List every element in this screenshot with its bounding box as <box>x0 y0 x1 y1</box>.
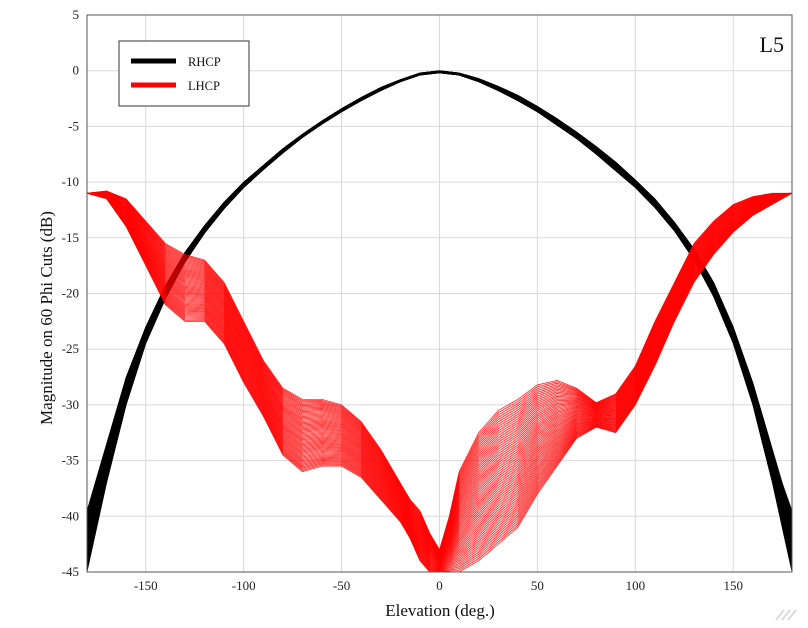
x-tick-label: 50 <box>531 578 544 593</box>
x-tick-label: 100 <box>626 578 646 593</box>
y-tick-label: 5 <box>73 7 80 22</box>
x-tick-label: 0 <box>436 578 443 593</box>
y-tick-label: -15 <box>62 230 79 245</box>
y-tick-label: -10 <box>62 174 79 189</box>
y-tick-label: -35 <box>62 453 79 468</box>
y-tick-label: -20 <box>62 286 79 301</box>
legend: RHCP LHCP <box>118 40 250 107</box>
x-tick-label: 150 <box>724 578 744 593</box>
y-tick-label: -25 <box>62 341 79 356</box>
y-tick-label: -5 <box>68 118 79 133</box>
y-axis-label: Magnitude on 60 Phi Cuts (dB) <box>37 211 56 425</box>
x-axis-label: Elevation (deg.) <box>385 601 495 620</box>
y-tick-label: -40 <box>62 508 79 523</box>
x-tick-label: -100 <box>232 578 256 593</box>
legend-label-lhcp: LHCP <box>188 79 220 93</box>
y-tick-label: -45 <box>62 564 79 579</box>
y-tick-label: -30 <box>62 397 79 412</box>
plot-frame <box>86 14 793 573</box>
rhcp-cut-line <box>86 72 793 573</box>
y-tick-label: 0 <box>73 63 80 78</box>
legend-label-rhcp: RHCP <box>188 55 221 69</box>
x-tick-label: -50 <box>333 578 350 593</box>
legend-box <box>118 40 250 107</box>
axis-ticks: -150 -100 -50 0 50 100 15050-5-10-15-20-25-30-… <box>62 7 743 593</box>
watermark-icon <box>775 609 797 621</box>
band-annotation: L5 <box>760 32 784 57</box>
x-tick-label: -150 <box>134 578 158 593</box>
rhcp-series <box>86 70 793 573</box>
